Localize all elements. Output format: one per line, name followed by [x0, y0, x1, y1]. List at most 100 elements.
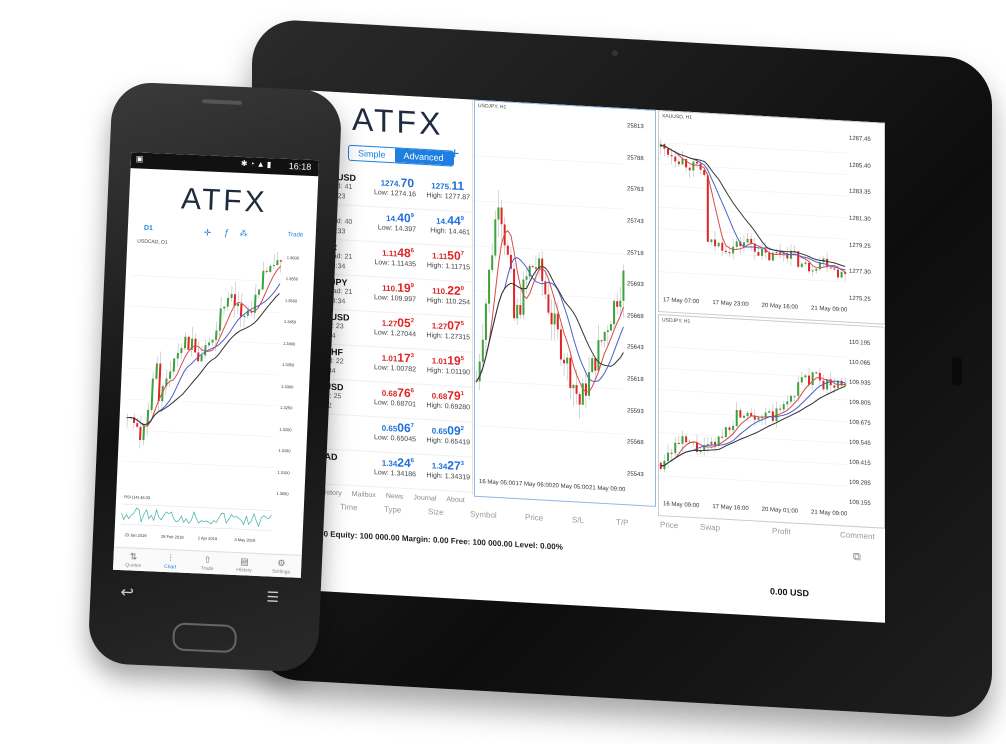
- candle-body: [226, 297, 230, 307]
- nav-item-trade[interactable]: ⇧ Trade: [189, 554, 226, 573]
- chart-bottom-right-plot[interactable]: [659, 325, 847, 508]
- nav-label: Settings: [271, 568, 291, 576]
- quote-ask[interactable]: 1.27075: [412, 316, 464, 333]
- candle-body: [667, 148, 670, 155]
- quote-bid[interactable]: 1.34246: [362, 453, 414, 470]
- quote-ask[interactable]: 1.34273: [412, 456, 464, 473]
- trade-button[interactable]: Trade: [287, 232, 304, 239]
- add-symbol-icon[interactable]: +: [450, 145, 460, 163]
- quote-bid[interactable]: 0.68766: [362, 383, 414, 400]
- ask-main: 1.11: [432, 251, 448, 262]
- quote-ask[interactable]: 1.01195: [412, 351, 464, 368]
- chart-bottom-right[interactable]: USDJPY, H1 110.195 110.065 109.935 109.805 1…: [658, 314, 885, 529]
- quote-bid[interactable]: 1.27052: [362, 313, 414, 330]
- quote-bid[interactable]: 1.01173: [362, 348, 414, 365]
- bid-big: 05: [397, 315, 411, 331]
- y-tick-label: 109.805: [849, 399, 871, 407]
- ask-main: 1.01: [431, 356, 448, 367]
- quote-ask[interactable]: 0.68791: [412, 386, 464, 403]
- quote-ask[interactable]: 14.449: [412, 211, 464, 228]
- quote-bid[interactable]: 0.65067: [362, 418, 414, 435]
- nav-item-history[interactable]: ▤ History: [226, 556, 263, 575]
- tab-about[interactable]: About: [446, 496, 465, 505]
- bid-main: 1.01: [381, 353, 398, 364]
- candle-body: [525, 276, 528, 280]
- expand-icon[interactable]: ⧉: [853, 550, 861, 564]
- chart-left[interactable]: USDJPY, H1 25813 25788 25763 25743 25718 2569…: [474, 99, 656, 507]
- mode-advanced-tab[interactable]: Advanced: [394, 148, 453, 166]
- y-tick-label: 1.3400: [282, 340, 296, 347]
- chart-top-right[interactable]: XAUUSD, H1 1287.45 1285.40 1283.35 1281.30 1…: [658, 110, 885, 325]
- quote-bid[interactable]: 110.199: [362, 278, 414, 295]
- nav-item-chart[interactable]: ⫶ Chart: [152, 552, 189, 571]
- col-price-current[interactable]: Price: [660, 520, 679, 531]
- candle-body: [606, 330, 609, 333]
- nav-item-quotes[interactable]: ⇅ Quotes: [115, 551, 152, 570]
- ask-big: 50: [447, 248, 461, 263]
- bid-main: 1.34: [381, 458, 398, 469]
- mode-toggle[interactable]: Simple Advanced: [348, 144, 454, 167]
- quote-bid[interactable]: 1.11486: [362, 243, 414, 260]
- tab-journal[interactable]: Journal: [413, 494, 437, 503]
- col-tp[interactable]: T/P: [616, 517, 629, 528]
- phone-chart-plot[interactable]: [122, 244, 283, 498]
- col-symbol[interactable]: Symbol: [470, 509, 497, 520]
- timeframe-label[interactable]: D1: [143, 224, 153, 233]
- back-key-icon[interactable]: ↩: [120, 584, 135, 602]
- nav-item-settings[interactable]: ⚙ Settings: [263, 557, 300, 576]
- ask-big: 79: [447, 388, 461, 403]
- ask-main: 1.27: [431, 321, 448, 332]
- chart-left-plot[interactable]: [475, 111, 625, 479]
- col-sl[interactable]: S/L: [572, 515, 585, 525]
- candle-body: [659, 462, 662, 470]
- candle-body: [600, 340, 603, 342]
- candle-body: [161, 385, 164, 402]
- ask-main: 0.68: [431, 391, 448, 402]
- col-time[interactable]: Time: [340, 502, 358, 513]
- quote-ask[interactable]: 0.65092: [412, 421, 464, 438]
- quote-bid[interactable]: 1274.70: [362, 173, 414, 191]
- candle-body: [714, 239, 717, 247]
- ask-sup: 3: [460, 460, 464, 468]
- col-size[interactable]: Size: [428, 507, 444, 518]
- indicator-icon[interactable]: ƒ: [223, 227, 230, 238]
- candle-body: [497, 207, 500, 220]
- ask-main: 1.34: [431, 461, 448, 472]
- col-profit[interactable]: Profit: [772, 526, 791, 537]
- candle-body: [218, 308, 222, 331]
- crosshair-icon[interactable]: ✛: [203, 227, 212, 238]
- tab-mailbox[interactable]: Mailbox: [351, 490, 376, 500]
- candle-body: [797, 251, 800, 267]
- chart-top-right-plot[interactable]: [659, 121, 847, 304]
- x-tick-label: 1 Apr 2019: [197, 535, 218, 542]
- candle-body: [844, 383, 847, 386]
- bid-main: 1274.: [380, 178, 401, 189]
- col-type[interactable]: Type: [384, 504, 402, 515]
- bid-big: 17: [397, 350, 411, 366]
- bid-main: 0.68: [381, 388, 398, 399]
- col-price[interactable]: Price: [525, 512, 544, 523]
- quote-ask[interactable]: 1.11507: [412, 246, 464, 263]
- candle-body: [695, 442, 698, 452]
- tab-news[interactable]: News: [385, 492, 404, 501]
- candle-body: [732, 246, 735, 254]
- quote-ask[interactable]: 110.220: [412, 281, 464, 298]
- x-tick-label: 21 May 09:00: [811, 305, 848, 314]
- candle-body: [808, 375, 811, 385]
- objects-icon[interactable]: ⁂: [239, 228, 248, 239]
- quote-ask[interactable]: 1275.11: [412, 176, 464, 193]
- quote-bid[interactable]: 14.409: [362, 208, 414, 225]
- candle-body: [703, 169, 706, 176]
- col-swap[interactable]: Swap: [700, 522, 721, 533]
- candle-body: [717, 436, 720, 446]
- y-tick-label: 109.935: [849, 379, 871, 387]
- moving-average-line: [660, 144, 846, 268]
- col-comment[interactable]: Comment: [840, 530, 875, 542]
- y-tick-label: 25763: [627, 186, 644, 194]
- candle-body: [833, 385, 836, 388]
- phone-home-button[interactable]: [172, 622, 238, 654]
- mode-simple-tab[interactable]: Simple: [358, 148, 386, 160]
- candle-body: [674, 156, 677, 162]
- candle-body: [706, 175, 709, 242]
- menu-key-icon[interactable]: ☰: [266, 588, 280, 605]
